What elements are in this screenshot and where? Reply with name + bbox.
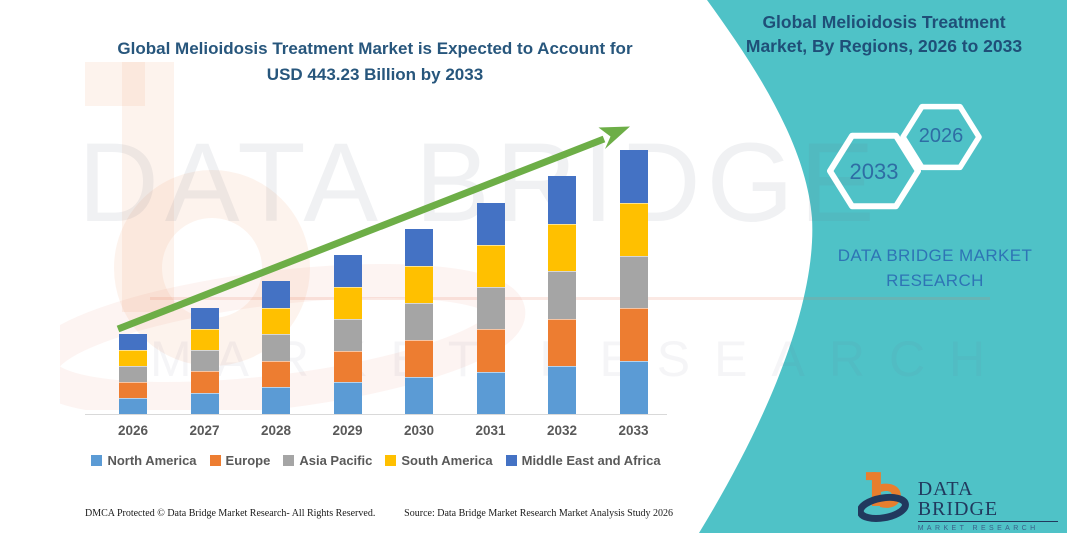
legend-item-south-america: South America	[385, 453, 493, 468]
bar-segment-europe	[476, 329, 505, 372]
bar-segment-north-america	[190, 392, 219, 414]
legend-swatch-icon	[385, 455, 397, 466]
bar-segment-europe	[190, 371, 219, 393]
footer-dmca-text: DMCA Protected © Data Bridge Market Rese…	[85, 508, 376, 519]
bar-segment-europe	[405, 339, 433, 377]
side-panel-title: Global Melioidosis Treatment Market, By …	[718, 11, 1050, 58]
plot-area	[85, 118, 667, 414]
chart-title-line2: USD 443.23 Billion by 2033	[266, 65, 484, 85]
bar-segment-south-america	[405, 265, 433, 303]
bar-segment-south-america	[548, 223, 576, 272]
hexagon-2026-year: 2026	[918, 125, 964, 147]
logo-name: DATA BRIDGE	[917, 479, 1058, 522]
x-axis-label-2026: 2026	[117, 423, 149, 438]
bar-segment-north-america	[476, 371, 505, 414]
x-axis-line	[85, 414, 667, 415]
x-axis-label-2029: 2029	[332, 423, 363, 438]
bar-segment-south-america	[262, 307, 290, 335]
hexagon-2033-year: 2033	[849, 159, 899, 184]
bar-segment-middle-east-and-africa	[119, 334, 147, 351]
bar-segment-asia-pacific	[333, 318, 362, 351]
bar-segment-middle-east-and-africa	[476, 202, 505, 245]
x-axis-label-2032: 2032	[546, 423, 578, 438]
x-axis-label-2031: 2031	[475, 423, 506, 438]
bar-segment-middle-east-and-africa	[548, 176, 576, 224]
bar-segment-middle-east-and-africa	[405, 228, 433, 266]
legend-item-asia-pacific: Asia Pacific	[283, 453, 372, 468]
bar-segment-asia-pacific	[548, 271, 576, 319]
chart-title-line1: Global Melioidosis Treatment Market is E…	[117, 39, 633, 58]
bar-segment-south-america	[333, 287, 362, 319]
side-panel-title-line1: Global Melioidosis Treatment	[762, 12, 1006, 32]
bar-segment-europe	[548, 318, 576, 367]
hexagon-2026	[900, 103, 982, 171]
hexagon-badges	[827, 103, 982, 210]
stacked-bar-2028	[262, 281, 290, 414]
hexagon-2033	[827, 132, 921, 210]
data-bridge-logo-icon	[858, 472, 909, 522]
bar-segment-europe	[619, 308, 648, 362]
stacked-bar-2031	[476, 202, 505, 414]
bar-segment-asia-pacific	[405, 302, 433, 340]
bar-segment-middle-east-and-africa	[333, 255, 362, 287]
legend-label: South America	[401, 453, 493, 468]
bar-segment-north-america	[119, 398, 147, 414]
brand-text-line1: DATA BRIDGE MARKET	[837, 246, 1033, 265]
footer: DMCA Protected © Data Bridge Market Rese…	[85, 508, 673, 519]
bar-segment-north-america	[548, 366, 576, 414]
bar-segment-north-america	[619, 361, 648, 414]
legend-swatch-icon	[91, 455, 103, 466]
legend-label: North America	[107, 453, 197, 468]
legend: North America Europe Asia Pacific South Ame…	[85, 453, 667, 468]
legend-swatch-icon	[209, 455, 221, 466]
footer-source-text: Source: Data Bridge Market Research Mark…	[404, 508, 673, 519]
legend-item-europe: Europe	[209, 453, 271, 468]
x-axis-label-2027: 2027	[189, 423, 220, 438]
company-logo: DATA BRIDGE MARKET RESEARCH	[858, 466, 1058, 532]
bar-segment-asia-pacific	[619, 255, 648, 309]
legend-label: Asia Pacific	[299, 453, 373, 468]
legend-item-middle-east-and-africa: Middle East and Africa	[505, 453, 661, 468]
stacked-bar-2026	[119, 334, 147, 414]
bar-segment-europe	[333, 350, 362, 383]
bar-segment-europe	[119, 382, 147, 398]
brand-text-line2: RESEARCH	[886, 270, 984, 290]
bar-segment-middle-east-and-africa	[190, 307, 219, 329]
stacked-bar-2030	[405, 228, 433, 414]
bar-segment-south-america	[476, 244, 505, 288]
x-axis-label-2028: 2028	[260, 423, 292, 438]
bar-segment-asia-pacific	[190, 350, 219, 372]
bar-segment-north-america	[333, 382, 362, 414]
side-panel-title-line2: Market, By Regions, 2026 to 2033	[745, 35, 1023, 56]
bar-segment-south-america	[190, 328, 219, 351]
stacked-bar-2029	[333, 255, 362, 414]
legend-label: Europe	[225, 453, 271, 468]
legend-label: Middle East and Africa	[521, 453, 661, 468]
legend-item-north-america: North America	[91, 453, 197, 468]
bar-segment-middle-east-and-africa	[619, 149, 648, 203]
stacked-bar-2033	[619, 149, 648, 414]
bar-segment-asia-pacific	[262, 334, 290, 361]
legend-swatch-icon	[283, 455, 295, 466]
stacked-bar-2027	[190, 307, 219, 414]
bar-segment-south-america	[619, 202, 648, 256]
x-axis-label-2033: 2033	[618, 423, 649, 438]
bar-segment-asia-pacific	[476, 287, 505, 330]
logo-tagline: MARKET RESEARCH	[917, 525, 1039, 532]
bar-segment-middle-east-and-africa	[262, 281, 290, 308]
bar-segment-europe	[262, 360, 290, 388]
chart-title: Global Melioidosis Treatment Market is E…	[55, 36, 695, 89]
x-axis-label-2030: 2030	[403, 423, 435, 438]
bar-segment-asia-pacific	[119, 366, 147, 383]
bar-segment-south-america	[119, 350, 147, 367]
stacked-bar-2032	[548, 176, 576, 414]
brand-text: DATA BRIDGE MARKET RESEARCH	[795, 244, 1067, 293]
legend-swatch-icon	[505, 455, 517, 466]
bar-segment-north-america	[262, 387, 290, 414]
bar-segment-north-america	[405, 376, 433, 414]
